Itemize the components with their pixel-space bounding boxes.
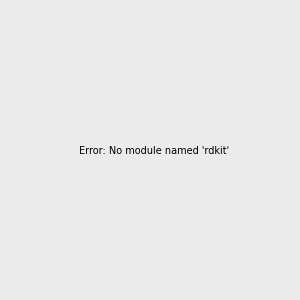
Text: Error: No module named 'rdkit': Error: No module named 'rdkit' <box>79 146 229 157</box>
